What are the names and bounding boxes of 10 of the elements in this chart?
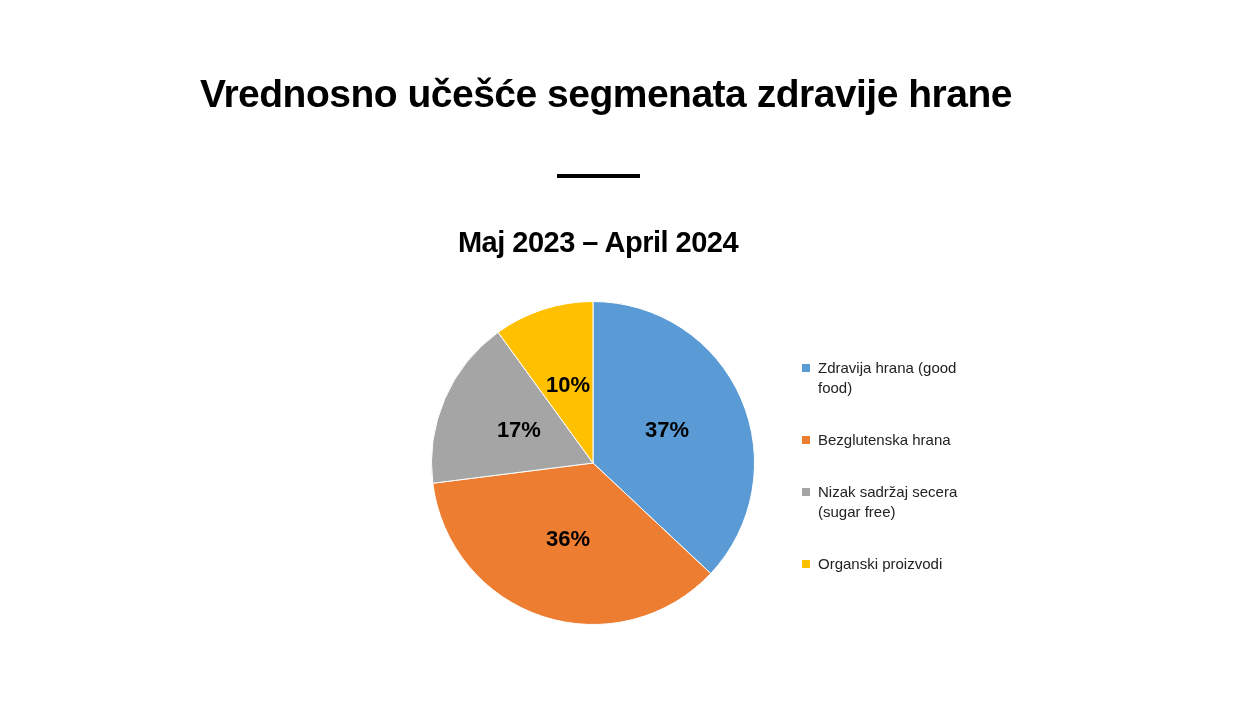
data-label: 10% [546,372,591,398]
legend-label: Bezglutenska hrana [818,430,952,450]
data-label: 36% [546,525,591,551]
legend-label: Zdravija hrana (good food) [818,358,958,398]
data-label: 17% [496,416,541,442]
legend-label: Nizak sadržaj secera (sugar free) [818,482,959,522]
chart-subtitle: Maj 2023 – April 2024 [456,226,740,259]
legend-label: Organski proizvodi [818,554,944,574]
data-label: 37% [645,416,690,442]
chart-title: Vrednosno učešće segmenata zdravije hrane [199,72,1013,116]
